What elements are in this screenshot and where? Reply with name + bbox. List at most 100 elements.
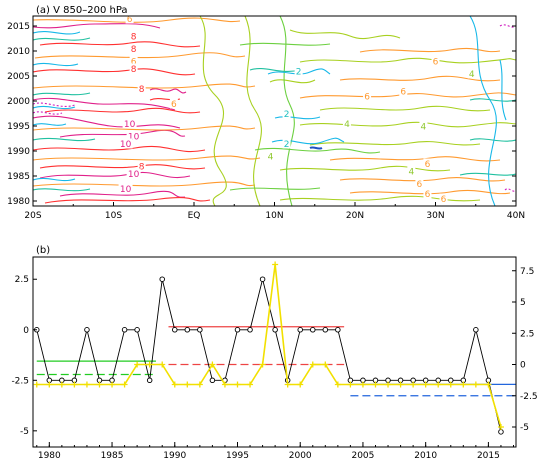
- data-point: [322, 361, 329, 368]
- y-left-tick-label: 2.5: [15, 275, 29, 285]
- y-tick-label: 2015: [7, 22, 30, 32]
- contour-label-bg: [129, 31, 138, 41]
- panel-b-axes: 1980 1985 1990 1995 2000 2005 2010 2015 2.5 0 -2.5…: [11, 267, 537, 460]
- contour-label: 10: [128, 170, 140, 180]
- contour-label-bg: [129, 56, 138, 66]
- data-point: [159, 276, 165, 282]
- y-right-tick-label: 0: [520, 361, 526, 371]
- data-point: [134, 361, 141, 368]
- data-point: [197, 327, 203, 333]
- x-tick-label: 1980: [38, 451, 61, 460]
- contour-label: 2: [284, 110, 290, 120]
- contour-label-bg: [342, 118, 351, 129]
- contour-label: 6: [433, 58, 439, 68]
- data-point: [272, 261, 279, 268]
- y-left-tick-label: -5: [20, 427, 29, 437]
- data-point: [485, 381, 492, 388]
- contour-label-bg: [423, 158, 432, 169]
- x-tick-label: EQ: [188, 211, 201, 221]
- contour-label-bg: [294, 66, 303, 76]
- panel-a-axes: 20S 10S EQ 10N 20N 30N 40N 1980 1985 1990 1995 2000…: [7, 22, 525, 221]
- data-point: [335, 327, 341, 333]
- contour-label: 6: [425, 190, 431, 200]
- data-point: [498, 429, 504, 435]
- contour-label: 8: [131, 33, 137, 43]
- data-point: [247, 327, 253, 333]
- data-point: [422, 381, 429, 388]
- data-point: [472, 381, 479, 388]
- panel-b-frame: [32, 256, 517, 448]
- x-tick-label: 2000: [289, 451, 312, 460]
- contour-label-bg: [126, 131, 141, 141]
- x-tick-label: 2015: [477, 451, 500, 460]
- contour-label-bg: [467, 68, 476, 79]
- contour-label: 4: [268, 153, 274, 163]
- contour-label: 6: [417, 180, 423, 190]
- data-point: [159, 361, 166, 368]
- contour-label: 6: [171, 100, 177, 110]
- contour-label-bg: [431, 56, 440, 66]
- contour-label: 6: [364, 93, 370, 103]
- contour-label-bg: [122, 118, 137, 129]
- panel-a-plot-area: [33, 16, 516, 206]
- panel-b-plot-area: [33, 257, 516, 447]
- contour-label-bg: [282, 138, 291, 149]
- contour-label: 6: [400, 88, 406, 98]
- contour-label: 8: [139, 163, 145, 173]
- series-lines: [33, 261, 504, 435]
- contour-label: 10: [120, 140, 132, 150]
- data-point: [184, 381, 191, 388]
- data-point: [497, 424, 504, 430]
- contour-label-bg: [125, 13, 134, 24]
- x-tick-label: 40N: [507, 211, 525, 221]
- x-tick-label: 2010: [414, 451, 437, 460]
- data-point: [297, 327, 303, 333]
- y-tick-label: 1985: [7, 172, 30, 182]
- data-point: [259, 361, 266, 368]
- contour-label: 2: [296, 68, 302, 78]
- x-tick-label: 1985: [101, 451, 124, 460]
- y-tick-label: 1980: [7, 197, 30, 207]
- data-point: [460, 381, 467, 388]
- data-point: [209, 377, 216, 384]
- y-right-tick-label: -5: [520, 423, 529, 433]
- data-point: [234, 327, 241, 333]
- data-point: [33, 381, 40, 388]
- data-point: [109, 381, 116, 388]
- data-point: [146, 361, 153, 368]
- data-point: [322, 327, 329, 333]
- contour-label: 10: [124, 120, 136, 130]
- data-point: [334, 381, 341, 388]
- data-point: [134, 327, 140, 333]
- contour-label-bg: [439, 193, 448, 204]
- contour-label: 4: [408, 168, 414, 178]
- data-point: [272, 327, 278, 333]
- data-point: [447, 381, 454, 388]
- data-point: [372, 381, 379, 388]
- data-point: [84, 327, 90, 333]
- y-tick-label: 2010: [7, 47, 30, 57]
- y-right-tick-label: 2.5: [520, 329, 534, 339]
- y-tick-label: 2000: [7, 97, 30, 107]
- x-tick-label: 10N: [265, 211, 283, 221]
- data-point: [347, 381, 354, 388]
- data-point: [284, 381, 291, 388]
- contour-lines: [33, 16, 516, 206]
- contour-label-bg: [169, 98, 178, 109]
- contour-label: 4: [469, 70, 475, 80]
- data-point: [58, 381, 65, 388]
- y-right-tick-label: -2.5: [520, 392, 538, 402]
- data-point: [121, 327, 128, 333]
- panel-b-time-series: 1980 1985 1990 1995 2000 2005 2010 2015 2.5 0 -2.5…: [11, 245, 537, 460]
- contour-label: 6: [425, 160, 431, 170]
- contour-label: 6: [131, 58, 137, 68]
- x-tick-label: 2005: [351, 451, 374, 460]
- data-point: [473, 327, 479, 333]
- x-tick-label: 1995: [226, 451, 249, 460]
- data-point: [359, 381, 366, 388]
- data-point: [410, 381, 417, 388]
- y-tick-label: 1990: [7, 147, 30, 157]
